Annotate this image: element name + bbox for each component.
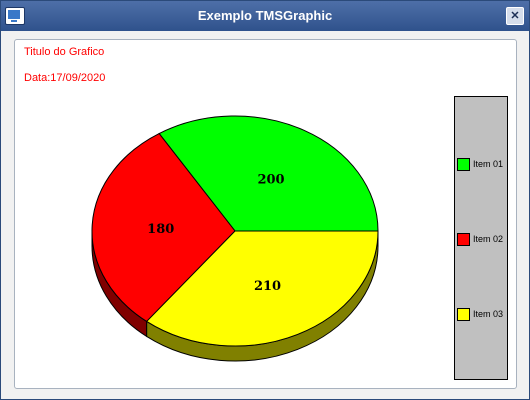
slice-value-label-3: 210 — [254, 279, 281, 294]
close-button[interactable]: ✕ — [506, 7, 524, 25]
legend-item-1: Item 01 — [457, 157, 503, 171]
pie-slice-2[interactable] — [91, 132, 236, 323]
legend-swatch — [457, 157, 470, 171]
chart-title: Titulo do Grafico — [24, 46, 105, 58]
app-icon[interactable] — [5, 7, 25, 25]
window-title: Exemplo TMSGraphic — [197, 8, 333, 23]
legend-item-3: Item 03 — [457, 307, 503, 321]
legend-label: Item 02 — [473, 234, 504, 244]
legend-label: Item 01 — [473, 159, 504, 169]
pie-chart: 200 180 210 — [91, 115, 379, 362]
slice-value-label-1: 200 — [257, 173, 284, 188]
chart-panel: Titulo do Grafico Data:17/09/2020 200 180… — [14, 39, 517, 389]
legend-swatch — [457, 232, 470, 246]
legend-item-2: Item 02 — [457, 232, 503, 246]
slice-value-label-2: 180 — [147, 222, 174, 237]
chart-subtitle: Data:17/09/2020 — [24, 72, 106, 84]
legend-label: Item 03 — [473, 309, 504, 319]
chart-legend: Item 01 Item 02 Item 03 — [454, 96, 508, 380]
legend-swatch — [457, 307, 470, 321]
pie-slice-3[interactable] — [145, 230, 379, 347]
title-bar: Exemplo TMSGraphic ✕ — [1, 1, 529, 31]
pie-slice-1[interactable] — [158, 115, 379, 232]
